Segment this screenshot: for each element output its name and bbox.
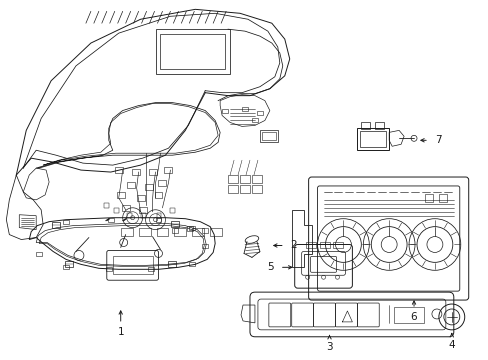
Text: 4: 4	[447, 340, 454, 350]
Bar	[174, 228, 186, 235]
Bar	[136, 195, 144, 201]
Text: 6: 6	[410, 312, 416, 322]
Bar	[126, 182, 134, 188]
Bar	[171, 221, 179, 227]
Bar	[319, 242, 329, 248]
Bar	[115, 167, 122, 173]
Bar	[103, 203, 108, 208]
Bar	[117, 192, 124, 198]
Bar	[141, 213, 145, 218]
Text: 7: 7	[435, 135, 441, 145]
Bar	[36, 252, 42, 256]
Bar	[63, 265, 69, 269]
Bar	[202, 228, 208, 233]
Bar	[210, 228, 222, 235]
Bar	[107, 218, 114, 222]
Bar	[155, 29, 230, 74]
Bar	[154, 192, 162, 198]
Bar	[160, 34, 224, 69]
Bar	[164, 167, 172, 173]
Bar	[333, 242, 343, 248]
Bar	[144, 184, 152, 190]
Bar	[172, 228, 178, 233]
Bar	[63, 220, 69, 224]
Bar	[192, 228, 204, 235]
Bar	[357, 129, 388, 150]
Bar	[138, 207, 146, 213]
Bar	[187, 226, 193, 231]
Bar	[262, 132, 275, 140]
Bar	[65, 261, 73, 267]
Bar	[374, 122, 384, 129]
Bar	[148, 169, 156, 175]
Bar	[113, 256, 152, 274]
Bar	[227, 185, 238, 193]
Bar	[256, 111, 263, 114]
Bar	[393, 307, 423, 323]
Text: 1: 1	[117, 327, 124, 337]
Bar	[158, 180, 166, 186]
Text: 3: 3	[325, 342, 332, 352]
Bar	[240, 175, 249, 183]
Bar	[251, 185, 262, 193]
Bar	[305, 242, 315, 248]
Text: 5: 5	[267, 262, 274, 272]
Bar	[360, 131, 386, 147]
Text: 2: 2	[290, 240, 296, 251]
Bar	[52, 222, 60, 228]
Bar	[222, 109, 227, 113]
Bar	[202, 244, 208, 248]
Bar	[424, 194, 432, 202]
Bar	[227, 175, 238, 183]
Bar	[168, 261, 176, 267]
Bar	[251, 175, 262, 183]
Bar	[147, 267, 153, 271]
Bar	[138, 228, 150, 235]
Bar	[260, 130, 277, 142]
Bar	[121, 228, 132, 235]
Bar	[131, 169, 139, 175]
Bar	[361, 122, 369, 129]
Bar	[170, 208, 175, 213]
Bar	[189, 226, 195, 230]
Bar	[105, 267, 112, 271]
Bar	[189, 262, 195, 266]
Bar	[114, 208, 119, 213]
Bar	[251, 118, 257, 122]
Bar	[438, 194, 446, 202]
Bar	[155, 218, 161, 222]
Bar	[126, 213, 131, 218]
Bar	[122, 205, 129, 211]
Bar	[242, 107, 247, 111]
Bar	[156, 213, 161, 218]
Bar	[156, 228, 168, 235]
Bar	[240, 185, 249, 193]
